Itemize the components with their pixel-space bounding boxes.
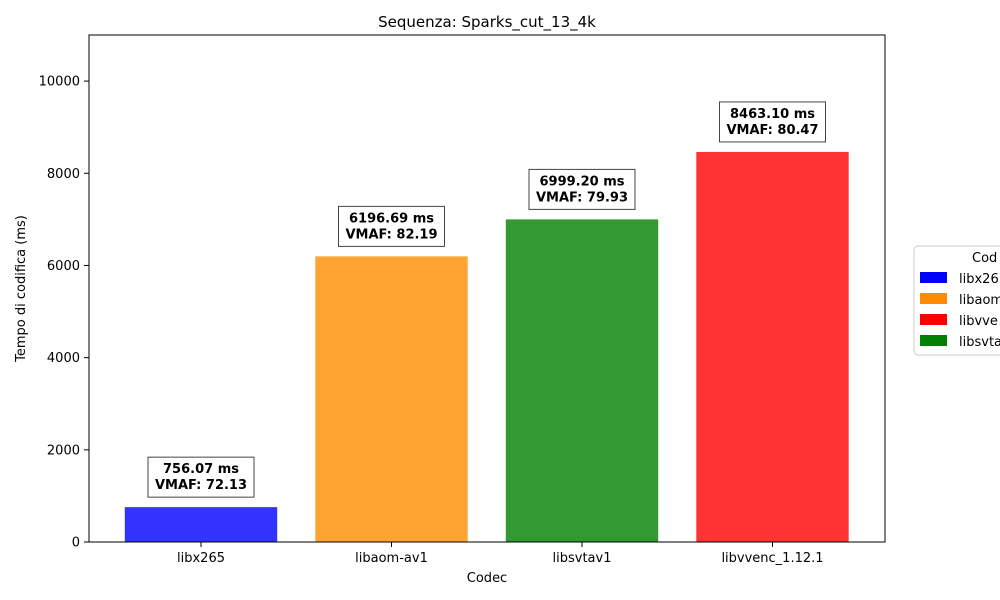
annotation-box (147, 456, 255, 498)
y-tick-label: 6000 (47, 259, 80, 274)
bars-group (124, 151, 849, 542)
annotation-time: 6999.20 ms (539, 174, 624, 189)
bar-libvvenc_1.12.1 (696, 151, 849, 542)
bar-libsvtav1 (505, 219, 659, 542)
x-tick-label: libsvtav1 (553, 551, 612, 566)
legend-title: Cod (972, 251, 997, 266)
x-tick-label: libvvenc_1.12.1 (721, 551, 823, 566)
annotation-box (719, 101, 826, 143)
y-axis-label: Tempo di codifica (ms) (14, 215, 29, 363)
x-axis-label: Codec (467, 571, 507, 586)
legend-swatch (920, 272, 947, 283)
plot-frame (88, 34, 886, 543)
annotation-vmaf: VMAF: 80.47 (726, 123, 818, 138)
annotation-vmaf: VMAF: 82.19 (345, 227, 437, 242)
x-tick-label: libx265 (177, 551, 225, 566)
x-axis: libx265 libaom-av1 libsvtav1 libvvenc_1.12.… (177, 542, 824, 566)
annotation-box (338, 205, 445, 247)
annotation-vmaf: VMAF: 72.13 (155, 478, 247, 493)
annotation-time: 756.07 ms (163, 462, 239, 477)
legend-swatch (920, 314, 947, 325)
legend-label: libsvta (959, 335, 1000, 350)
x-tick-label: libaom-av1 (355, 551, 428, 566)
annotation-box (528, 168, 636, 210)
annotation-vmaf: VMAF: 79.93 (536, 190, 628, 205)
legend-swatch (920, 293, 947, 304)
legend-label: libvve (959, 314, 998, 329)
bar-libaom-av1 (315, 256, 468, 542)
y-tick-label: 2000 (47, 443, 80, 458)
legend: Cod libx26 libaom libvve libsvta (913, 245, 1000, 356)
bar-libx265 (124, 507, 278, 542)
y-axis: 0 2000 4000 6000 8000 10000 (39, 75, 89, 551)
y-tick-label: 4000 (47, 351, 80, 366)
y-tick-label: 0 (72, 536, 80, 551)
legend-swatch (920, 335, 947, 346)
chart-title: Sequenza: Sparks_cut_13_4k (378, 13, 596, 32)
annotation-time: 6196.69 ms (349, 211, 434, 226)
legend-label: libaom (959, 293, 1000, 308)
legend-label: libx26 (959, 272, 999, 287)
y-tick-label: 10000 (39, 75, 80, 90)
y-tick-label: 8000 (47, 167, 80, 182)
annotation-time: 8463.10 ms (730, 107, 815, 122)
